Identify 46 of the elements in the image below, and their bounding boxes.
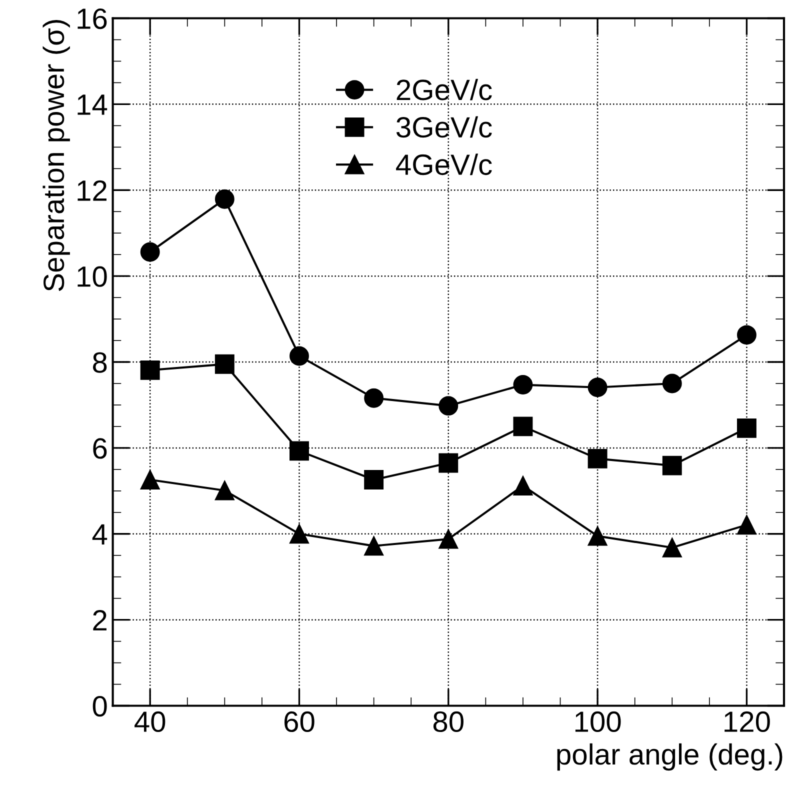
x-tick-label: 60 [284,711,314,732]
point [290,524,309,544]
point [588,526,608,546]
legend-label: 2GeV/c [396,78,492,100]
point [736,325,756,345]
x-tick-label: 120 [724,711,770,732]
y-tick-label: 8 [92,352,107,373]
point [736,515,756,535]
point [290,346,309,366]
y-tick-label: 6 [93,438,107,459]
point [214,189,234,209]
x-tick-label: 40 [134,711,166,732]
point [140,242,160,262]
point [438,453,458,473]
x-axis-title: polar angle (deg.) [557,743,782,771]
point [214,354,234,374]
y-tick-label: 16 [78,8,107,30]
y-tick-label: 12 [78,180,106,201]
legend-label: 3GeV/c [396,116,492,138]
point [140,470,160,490]
point [662,538,682,558]
point [513,375,533,394]
point [214,480,234,500]
x-tick-label: 80 [433,711,464,732]
point [588,378,608,398]
y-tick-label: 14 [78,94,108,115]
point [513,476,533,496]
legend-label: 4GeV/c [396,154,492,176]
y-tick-label: 4 [92,524,108,544]
y-tick-label: 10 [78,266,107,287]
point [662,456,682,476]
point [364,388,384,408]
y-axis-title: Separation power (σ) [42,20,70,292]
point [438,396,458,416]
point [290,441,309,461]
y-tick-label: 0 [92,696,107,717]
point [588,448,608,468]
point [438,529,458,549]
point [140,360,160,380]
x-tick-label: 100 [575,711,621,732]
y-tick-label: 2 [93,610,106,630]
point [662,374,682,394]
point [364,536,384,556]
point [364,470,384,490]
point [736,418,756,438]
point [513,416,533,436]
